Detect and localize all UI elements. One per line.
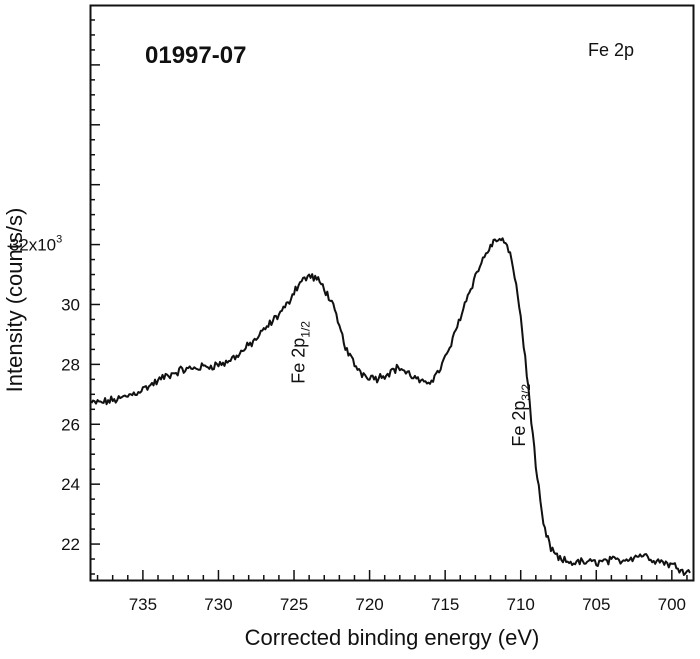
y-tick-label: 24 [61, 475, 80, 494]
x-axis-ticks: 735 730 725 720 715 710 705 700 [96, 570, 688, 614]
annotation-subscript: 3/2 [519, 384, 533, 401]
x-tick-label: 730 [204, 595, 232, 614]
x-tick-label: 735 [129, 595, 157, 614]
y-axis-title: Intensity (counts/s) [2, 208, 27, 393]
annotation-fe-2p-half: Fe 2p1/2 [289, 321, 313, 384]
y-multiplier-base: x10 [29, 236, 56, 255]
y-tick-label: 26 [61, 415, 80, 434]
spectrum-line-0 [90, 237, 691, 576]
peak-annotations: Fe 2p1/2Fe 2p3/2 [289, 321, 534, 447]
annotation-text: Fe 2p3/2 [509, 384, 533, 447]
y-multiplier-value: 32 [10, 236, 29, 255]
region-label: Fe 2p [588, 40, 634, 60]
x-axis-title: Corrected binding energy (eV) [245, 625, 540, 650]
x-tick-label: 700 [658, 595, 686, 614]
series-group [90, 237, 691, 576]
x-tick-label: 705 [582, 595, 610, 614]
y-tick-label: 22 [61, 535, 80, 554]
sample-id-title: 01997-07 [145, 42, 246, 69]
annotation-main: Fe 2p [289, 338, 309, 384]
y-axis-ticks: 22 24 26 28 30 [61, 19, 100, 575]
y-tick-label: 28 [61, 355, 80, 374]
y-multiplier-exponent: 3 [56, 234, 62, 246]
annotation-subscript: 1/2 [299, 321, 313, 338]
x-tick-label: 725 [280, 595, 308, 614]
x-tick-label: 715 [431, 595, 459, 614]
y-multiplier-label: 32x103 [10, 234, 62, 255]
y-tick-label: 30 [61, 295, 80, 314]
annotation-text: Fe 2p1/2 [289, 321, 313, 384]
x-tick-label: 710 [507, 595, 535, 614]
annotation-main: Fe 2p [509, 401, 529, 447]
plot-area-border [89, 4, 695, 582]
x-tick-label: 720 [355, 595, 383, 614]
annotation-fe-2p-three-half: Fe 2p3/2 [509, 384, 533, 447]
plot-frame [89, 4, 695, 582]
